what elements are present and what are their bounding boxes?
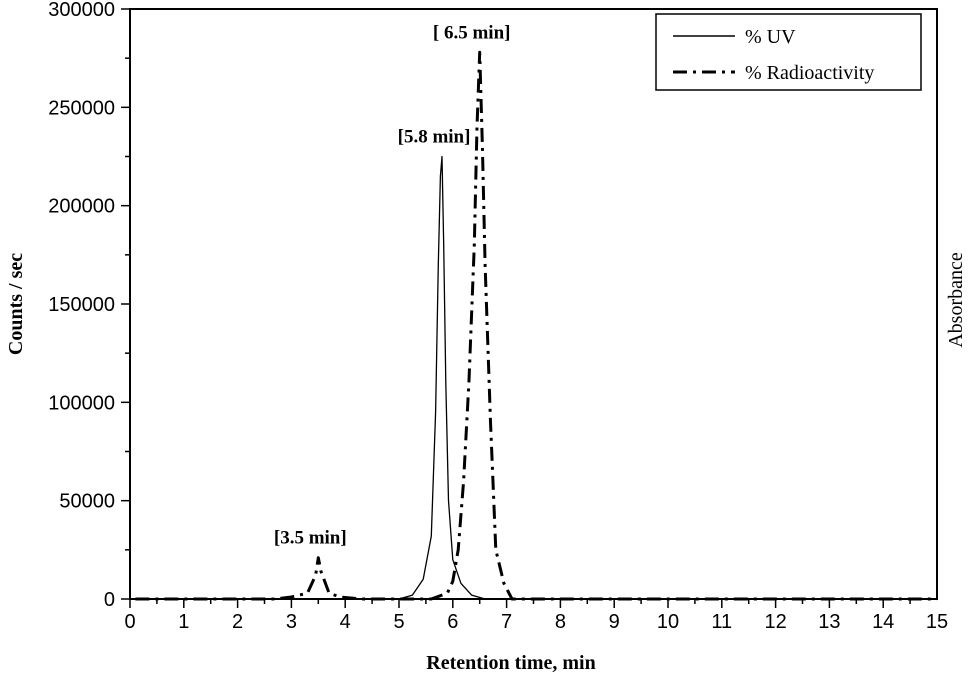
y-tick-label: 250000 [48,97,115,119]
x-tick-label: 6 [447,611,458,633]
y-tick-label: 50000 [59,491,115,513]
legend-label-radioactivity: % Radioactivity [745,62,874,84]
series-line-uv [135,155,937,600]
x-tick-label: 2 [232,611,243,633]
right-axis-title: Absorbance [945,252,967,348]
x-tick-label: 14 [872,611,894,633]
y-tick-label: 150000 [48,294,115,316]
peak-annotation: [5.8 min] [398,127,471,148]
y-tick-label: 100000 [48,392,115,414]
legend-label-uv: % UV [745,26,796,48]
x-tick-label: 8 [555,611,566,633]
peak-annotation: [ 6.5 min] [433,22,511,43]
x-tick-label: 5 [393,611,404,633]
y-axis: 0 50000 100000 150000 200000 250000 300000 [48,0,130,611]
x-tick-label: 3 [286,611,297,633]
y-tick-label: 200000 [48,196,115,218]
x-axis-title: Retention time, min [426,652,595,674]
x-tick-label: 15 [926,611,948,633]
annotation-layer: [3.5 min] [5.8 min] [ 6.5 min] [274,22,511,548]
x-tick-label: 1 [178,611,189,633]
x-tick-label: 13 [818,611,840,633]
y-tick-label: 300000 [48,0,115,21]
y-tick-label: 0 [104,589,115,611]
x-tick-label: 9 [609,611,620,633]
x-tick-label: 11 [711,611,732,633]
x-axis: 0 1 2 3 4 5 6 7 8 9 10 11 12 13 14 15 [124,599,948,633]
x-tick-label: 7 [501,611,512,633]
peak-annotation: [3.5 min] [274,528,347,549]
series-layer [135,50,937,601]
x-tick-label: 4 [340,611,351,633]
series-line-radioactivity [135,50,937,601]
legend-box [655,13,922,91]
y-axis-title: Counts / sec [5,253,27,355]
x-tick-label: 0 [124,611,135,633]
legend: % UV % Radioactivity [655,13,922,91]
x-tick-label: 12 [764,611,786,633]
plot-frame [129,8,938,600]
x-tick-label: 10 [657,611,679,633]
